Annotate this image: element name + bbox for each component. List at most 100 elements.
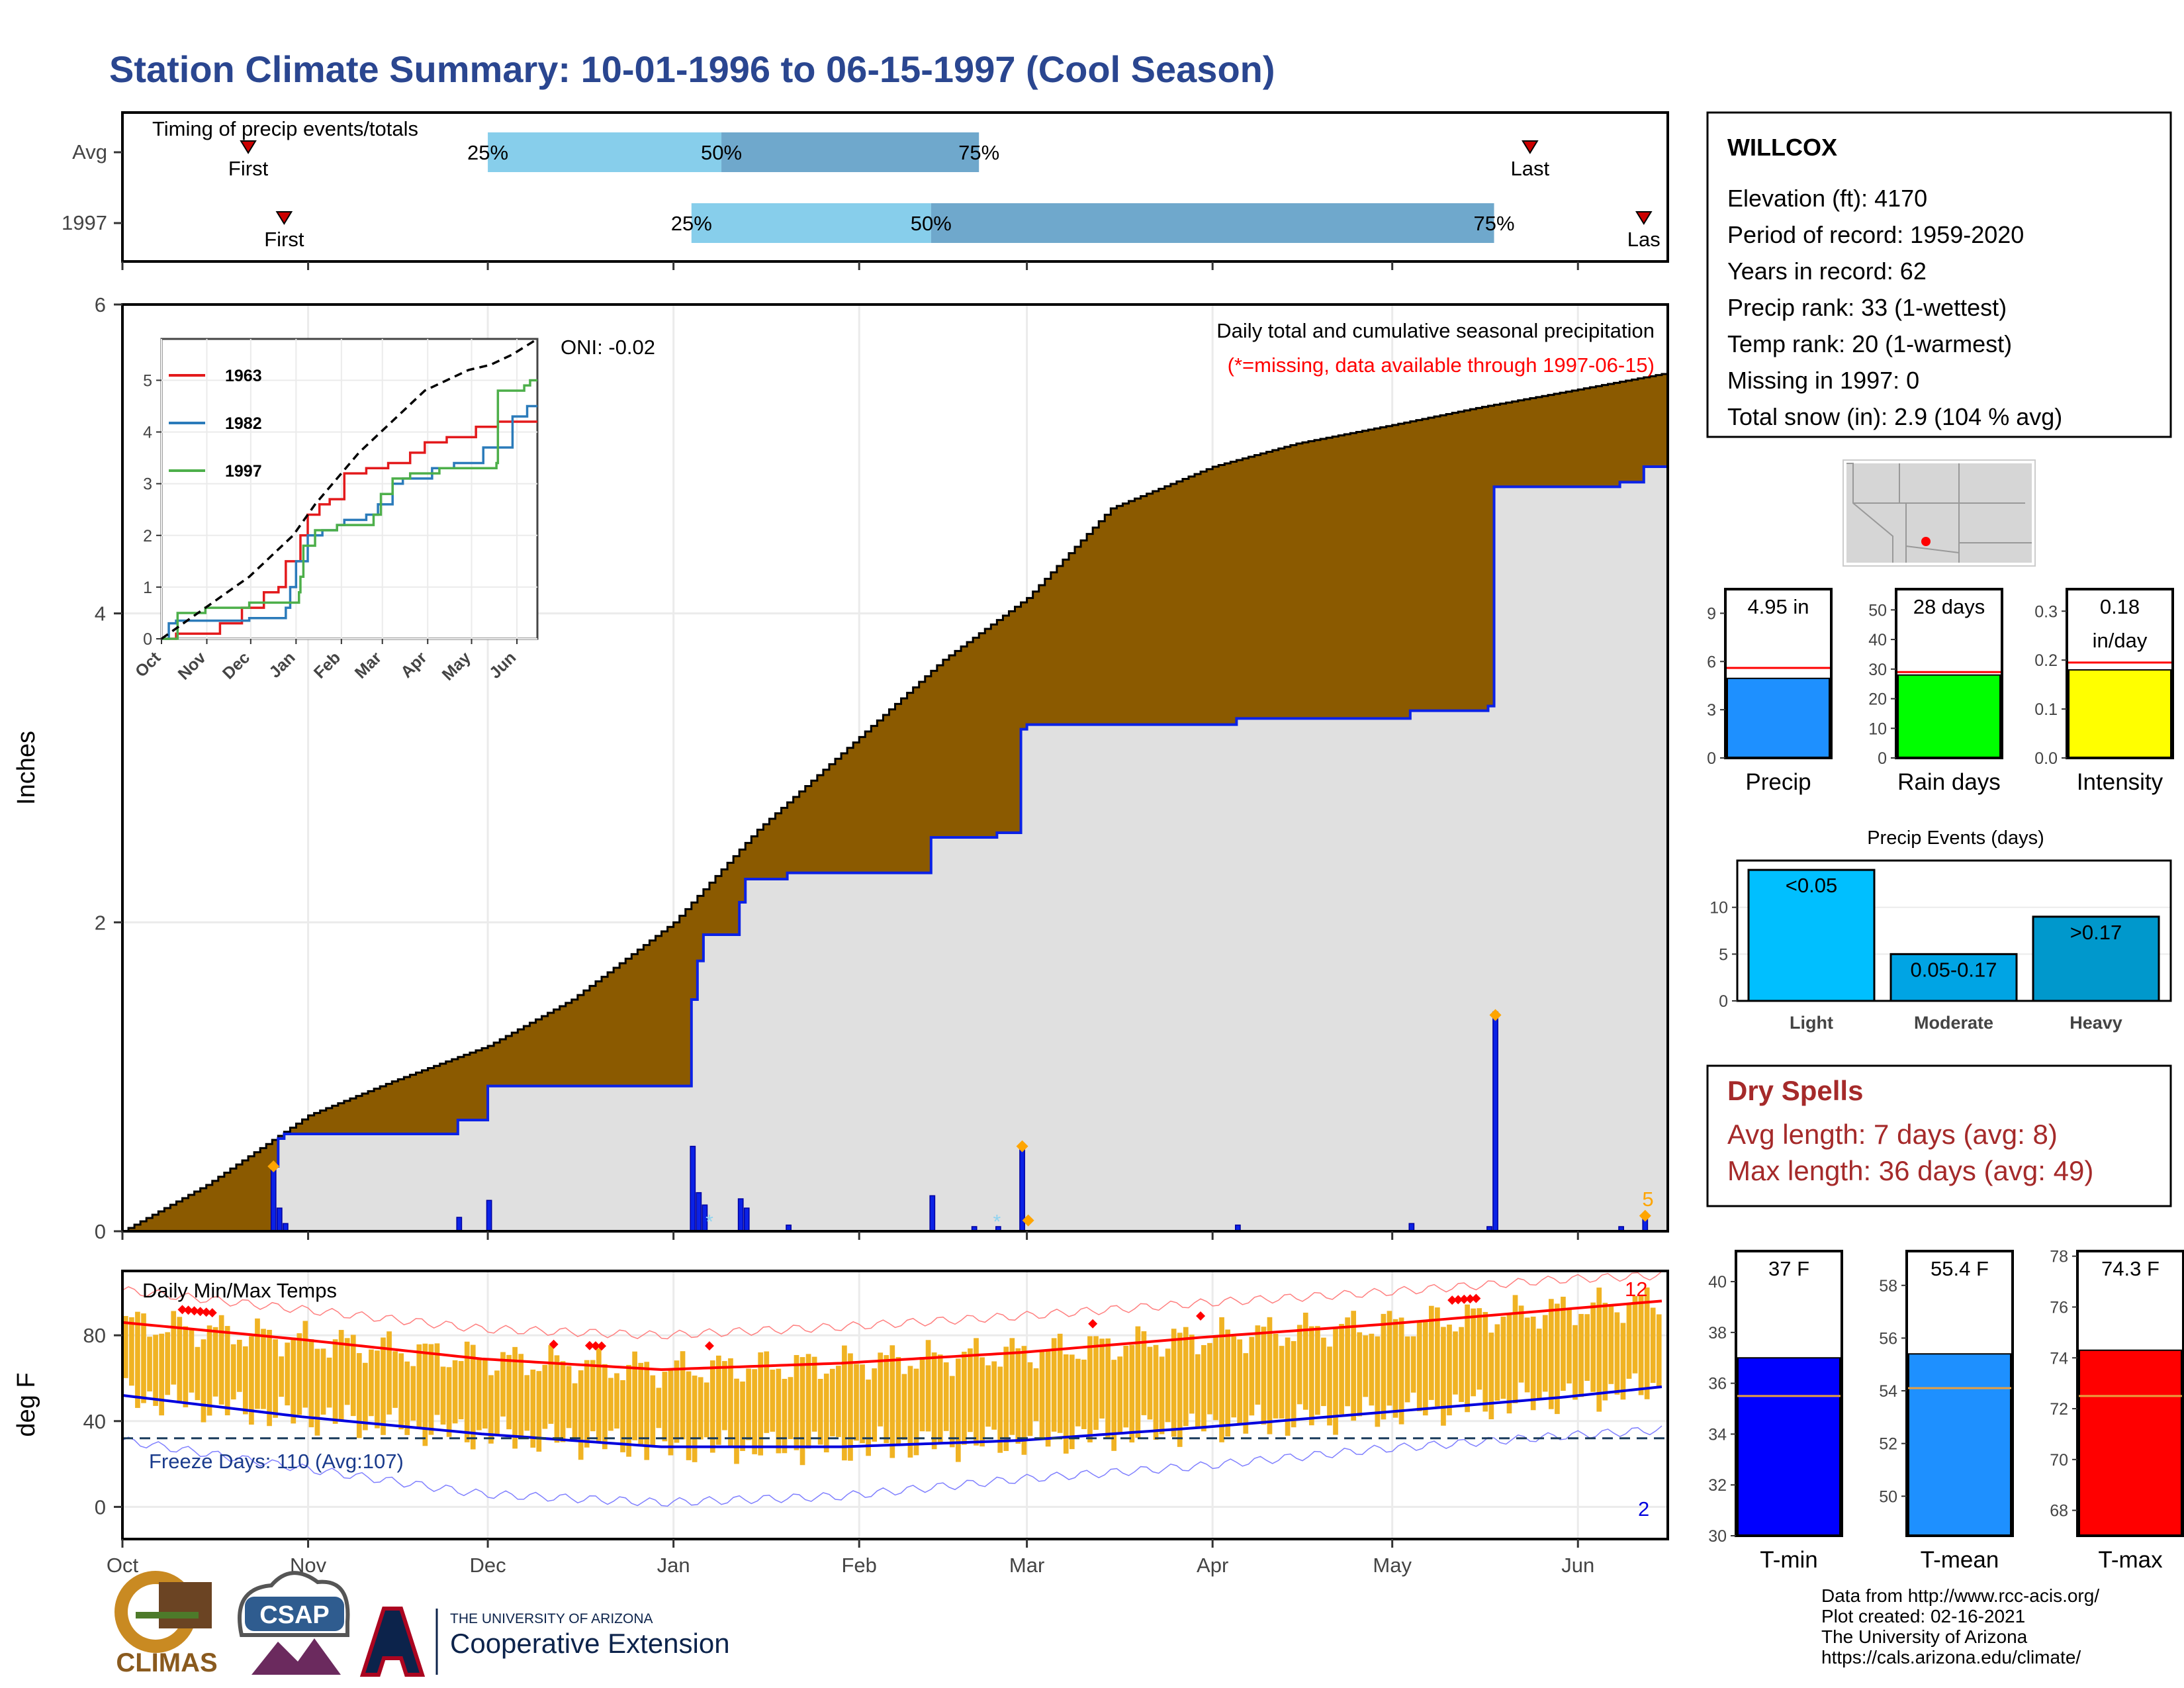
daily-temp-bar bbox=[1051, 1338, 1057, 1432]
ua-logo-block-a bbox=[359, 1607, 426, 1677]
gauge-tick-label: 0.0 bbox=[2034, 749, 2058, 768]
precip-corner-count: 5 bbox=[1642, 1188, 1653, 1211]
daily-precip-bar bbox=[929, 1195, 936, 1232]
daily-temp-bar bbox=[968, 1348, 973, 1432]
daily-temp-bar bbox=[956, 1358, 961, 1462]
temp-plot-frame bbox=[121, 1270, 1669, 1540]
daily-temp-bar bbox=[1297, 1325, 1302, 1405]
precip-y-tick-label: 0 bbox=[95, 1220, 106, 1243]
station-info-line: Missing in 1997: 0 bbox=[1727, 367, 1919, 394]
daily-temp-bar bbox=[1488, 1333, 1494, 1420]
climas-logo-text: CLIMAS bbox=[116, 1648, 217, 1677]
daily-temp-bar bbox=[1542, 1315, 1548, 1392]
daily-temp-bar bbox=[872, 1368, 877, 1442]
gauge-frame bbox=[2076, 1250, 2184, 1537]
daily-temp-bar bbox=[1117, 1356, 1123, 1434]
daily-temp-bar bbox=[704, 1382, 709, 1438]
daily-temp-bar bbox=[1363, 1335, 1369, 1397]
gauge-value-bar bbox=[2079, 1349, 2182, 1537]
inset-legend-label: 1997 bbox=[225, 462, 262, 481]
record-high-marker bbox=[1196, 1311, 1206, 1321]
daily-temp-bar bbox=[381, 1337, 386, 1435]
gauge-tick-label: 40 bbox=[1868, 631, 1887, 649]
daily-temp-bar bbox=[560, 1361, 566, 1442]
gauge-tick-label: 70 bbox=[2050, 1451, 2068, 1470]
daily-temp-bar bbox=[799, 1357, 805, 1466]
daily-temp-bar bbox=[1075, 1358, 1081, 1427]
daily-temp-bar bbox=[848, 1353, 853, 1461]
daily-temp-bar bbox=[979, 1357, 985, 1447]
daily-temp-bar bbox=[1596, 1288, 1602, 1412]
daily-temp-bar bbox=[375, 1350, 380, 1429]
record-high-marker bbox=[1465, 1294, 1475, 1304]
timing-first-marker bbox=[275, 211, 293, 225]
daily-temp-bar bbox=[1308, 1326, 1314, 1426]
daily-temp-bar bbox=[1638, 1295, 1644, 1395]
daily-temp-bar bbox=[482, 1360, 488, 1429]
gauge-value-unit: in/day bbox=[2093, 629, 2148, 652]
daily-temp-bar bbox=[488, 1375, 494, 1444]
avg-min-line bbox=[122, 1385, 1662, 1448]
daily-temp-bar bbox=[1189, 1335, 1195, 1414]
temp-chart-title: Daily Min/Max Temps bbox=[142, 1279, 337, 1302]
precip-y-axis-label: Inches bbox=[13, 731, 40, 805]
inset-series-1982 bbox=[161, 404, 537, 640]
temp-x-tick-label: May bbox=[1373, 1554, 1412, 1577]
daily-temp-bar bbox=[350, 1335, 356, 1417]
daily-temp-bar bbox=[776, 1368, 782, 1454]
temp-plot-background bbox=[122, 1271, 1668, 1539]
gauge-value-label: 74.3 F bbox=[2101, 1257, 2160, 1280]
daily-temp-bar bbox=[889, 1345, 895, 1458]
daily-temp-bar bbox=[1027, 1362, 1033, 1436]
daily-temp-bar bbox=[177, 1317, 183, 1403]
daily-temp-bar bbox=[302, 1321, 308, 1408]
daily-temp-bar bbox=[985, 1365, 991, 1427]
daily-temp-bar bbox=[1650, 1307, 1656, 1383]
record-high-marker bbox=[597, 1341, 607, 1351]
daily-temp-bar bbox=[1177, 1333, 1183, 1447]
gauge-frame bbox=[1724, 588, 1833, 759]
daily-temp-bar bbox=[1572, 1325, 1578, 1400]
daily-temp-bar bbox=[674, 1360, 680, 1443]
daily-temp-bar bbox=[901, 1374, 907, 1440]
record-high-marker bbox=[1447, 1295, 1457, 1305]
station-info-line: Total snow (in): 2.9 (104 % avg) bbox=[1727, 403, 2062, 430]
daily-temp-bar bbox=[410, 1366, 416, 1421]
daily-temp-bar bbox=[344, 1338, 350, 1405]
daily-temp-bar bbox=[446, 1367, 452, 1437]
gauge-frame bbox=[1735, 1250, 1843, 1537]
daily-temp-bar bbox=[1129, 1344, 1135, 1443]
daily-temp-bar bbox=[1321, 1337, 1326, 1407]
daily-temp-bar bbox=[1231, 1336, 1237, 1418]
daily-precip-bar bbox=[743, 1207, 750, 1232]
daily-temp-bar bbox=[279, 1356, 285, 1397]
daily-temp-bar bbox=[314, 1348, 320, 1436]
daily-temp-bar bbox=[1249, 1336, 1255, 1416]
daily-temp-bar bbox=[1285, 1337, 1291, 1436]
gauge-value-bar bbox=[2068, 669, 2171, 759]
daily-precip-bar bbox=[1492, 1011, 1498, 1232]
record-high-marker bbox=[1453, 1295, 1463, 1305]
timing-last-marker bbox=[1635, 211, 1653, 225]
daily-temp-bar bbox=[770, 1370, 776, 1432]
daily-temp-bar bbox=[1039, 1350, 1045, 1438]
daily-temp-bar bbox=[428, 1344, 434, 1435]
gauge-tick-label: 30 bbox=[1868, 661, 1887, 679]
daily-temp-bar bbox=[1171, 1329, 1177, 1437]
daily-temp-bar bbox=[680, 1351, 686, 1440]
daily-temp-bar bbox=[662, 1372, 668, 1442]
daily-temp-bar bbox=[243, 1346, 248, 1415]
daily-temp-bar bbox=[506, 1354, 512, 1430]
gauge-frame bbox=[1905, 1250, 2014, 1537]
temperature-gauges: 30 32 34 36 38 40 37 F T-min 50 52 54 56 58 55.4 F T-m… bbox=[1708, 1248, 2184, 1573]
daily-precip-bar bbox=[456, 1217, 463, 1232]
gauge-label: T-min bbox=[1760, 1547, 1818, 1573]
precip-events-chart: Precip Events (days) <0.05 Light 0.05-0.17… bbox=[1709, 827, 2172, 1033]
temp-x-tick-label: Mar bbox=[1009, 1554, 1044, 1577]
daily-temp-bar bbox=[1057, 1333, 1063, 1433]
daily-temp-bar bbox=[530, 1370, 536, 1448]
timing-label-25: 25% bbox=[671, 212, 712, 235]
daily-temp-bar bbox=[620, 1380, 625, 1452]
daily-temp-bar bbox=[1626, 1303, 1632, 1379]
daily-temp-bar bbox=[500, 1352, 506, 1417]
